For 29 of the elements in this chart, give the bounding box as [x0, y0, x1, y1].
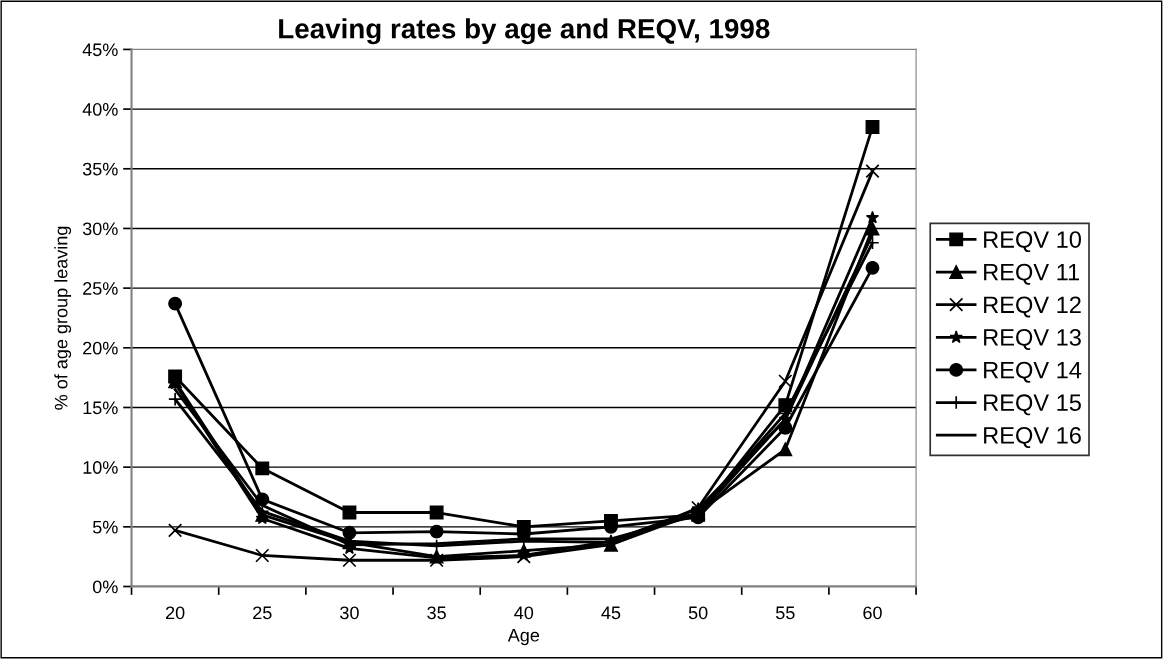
legend-label: REQV 11 [984, 263, 1080, 285]
legend-label: REQV 16 [984, 426, 1081, 448]
y-tick-label: 15% [83, 401, 118, 415]
x-tick-label: 35 [427, 606, 446, 620]
y-tick-label: 0% [92, 580, 118, 594]
y-tick-label: 40% [82, 103, 118, 116]
legend-label: REQV 14 [984, 361, 1082, 383]
x-tick-label: 40 [514, 606, 534, 620]
x-tick-label: 60 [863, 606, 882, 620]
x-axis-title: Age [507, 629, 540, 646]
chart-title: Leaving rates by age and REQV, 1998 [279, 18, 770, 45]
legend-label: REQV 12 [984, 296, 1081, 318]
x-tick-label: 55 [775, 606, 795, 620]
legend-label: REQV 13 [984, 329, 1081, 351]
legend-label: REQV 15 [984, 394, 1081, 416]
y-tick-label: 25% [83, 282, 118, 295]
y-tick-label: 35% [82, 162, 118, 176]
x-tick-label: 45 [601, 606, 621, 620]
y-tick-label: 45% [82, 43, 118, 57]
y-axis-title: % of age group leaving [54, 226, 72, 410]
x-tick-label: 25 [253, 606, 272, 620]
x-tick-label: 50 [688, 606, 708, 620]
legend-label: REQV 10 [984, 231, 1081, 253]
y-tick-label: 5% [92, 520, 118, 534]
y-tick-label: 20% [83, 341, 118, 355]
x-tick-label: 30 [340, 606, 359, 620]
y-tick-label: 30% [82, 222, 118, 236]
x-tick-label: 20 [165, 606, 185, 620]
y-tick-label: 10% [83, 461, 118, 474]
